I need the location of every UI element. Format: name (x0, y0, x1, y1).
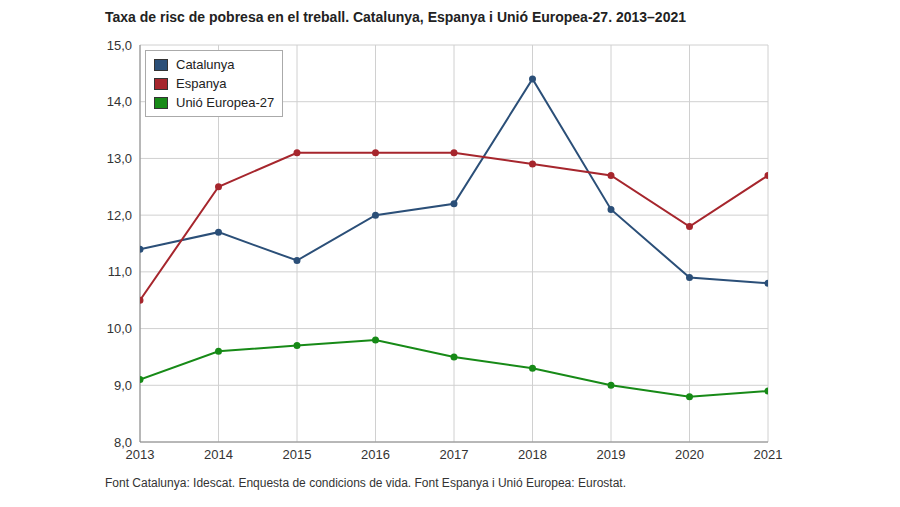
svg-text:15,0: 15,0 (107, 38, 132, 53)
svg-text:2019: 2019 (597, 447, 626, 462)
svg-text:2014: 2014 (204, 447, 233, 462)
html-text:Catalunya: Catalunya (176, 57, 235, 72)
svg-text:10,0: 10,0 (107, 321, 132, 336)
html-text:Unió Europea-27: Unió Europea-27 (176, 95, 275, 110)
svg-text:2017: 2017 (440, 447, 469, 462)
svg-text:14,0: 14,0 (107, 94, 132, 109)
svg-text:2021: 2021 (754, 447, 783, 462)
html-text:Font Catalunya: Idescat. Enque: Font Catalunya: Idescat. Enquesta de con… (105, 476, 626, 490)
svg-text:13,0: 13,0 (107, 151, 132, 166)
svg-text:2015: 2015 (283, 447, 312, 462)
svg-text:2013: 2013 (125, 447, 155, 463)
svg-text:2018: 2018 (518, 447, 547, 462)
html-text:Espanya: Espanya (176, 76, 227, 91)
svg-text:11,0: 11,0 (108, 264, 132, 279)
svg-text:2016: 2016 (361, 447, 390, 462)
svg-text:2020: 2020 (675, 447, 704, 462)
html-text:Taxa de risc de pobresa en el: Taxa de risc de pobresa en el treball. C… (105, 9, 686, 25)
svg-text:12,0: 12,0 (107, 208, 132, 223)
svg-text:9,0: 9,0 (114, 378, 132, 393)
svg-text:8,0: 8,0 (114, 435, 132, 450)
